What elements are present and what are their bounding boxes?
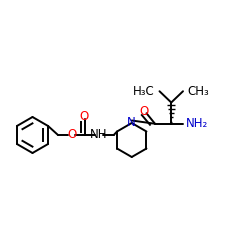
Text: CH₃: CH₃ [188, 85, 209, 98]
Text: NH₂: NH₂ [186, 117, 208, 130]
Text: O: O [140, 105, 149, 118]
Text: H₃C: H₃C [133, 85, 155, 98]
Text: O: O [67, 128, 76, 141]
Text: N: N [128, 116, 136, 130]
Text: NH: NH [90, 128, 107, 141]
Text: O: O [80, 110, 89, 123]
